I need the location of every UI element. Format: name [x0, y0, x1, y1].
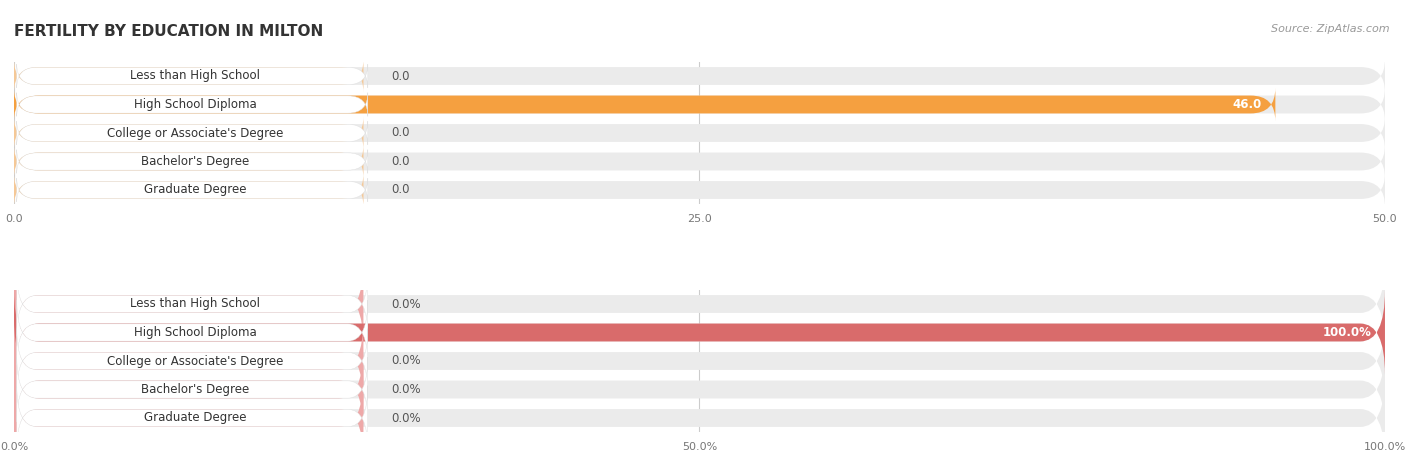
- Text: High School Diploma: High School Diploma: [134, 98, 256, 111]
- FancyBboxPatch shape: [14, 59, 364, 93]
- FancyBboxPatch shape: [14, 88, 1385, 121]
- Text: 100.0%: 100.0%: [1322, 326, 1371, 339]
- Text: Graduate Degree: Graduate Degree: [143, 183, 246, 197]
- Text: High School Diploma: High School Diploma: [134, 326, 256, 339]
- FancyBboxPatch shape: [17, 178, 368, 202]
- Text: Graduate Degree: Graduate Degree: [143, 411, 246, 425]
- FancyBboxPatch shape: [14, 173, 364, 207]
- FancyBboxPatch shape: [14, 319, 363, 403]
- Text: 0.0%: 0.0%: [391, 297, 420, 311]
- Text: 0.0: 0.0: [391, 126, 409, 140]
- Text: Source: ZipAtlas.com: Source: ZipAtlas.com: [1271, 24, 1389, 34]
- Text: 0.0: 0.0: [391, 69, 409, 83]
- FancyBboxPatch shape: [17, 386, 368, 450]
- Text: 0.0%: 0.0%: [391, 354, 420, 368]
- FancyBboxPatch shape: [14, 290, 1385, 375]
- Text: College or Associate's Degree: College or Associate's Degree: [107, 354, 283, 368]
- FancyBboxPatch shape: [17, 357, 368, 422]
- FancyBboxPatch shape: [14, 173, 1385, 207]
- Text: 0.0: 0.0: [391, 183, 409, 197]
- Text: 46.0: 46.0: [1232, 98, 1261, 111]
- FancyBboxPatch shape: [17, 93, 368, 116]
- FancyBboxPatch shape: [17, 64, 368, 88]
- Text: Less than High School: Less than High School: [129, 69, 260, 83]
- FancyBboxPatch shape: [14, 262, 363, 346]
- FancyBboxPatch shape: [14, 262, 1385, 346]
- FancyBboxPatch shape: [14, 347, 363, 432]
- Text: FERTILITY BY EDUCATION IN MILTON: FERTILITY BY EDUCATION IN MILTON: [14, 24, 323, 39]
- Text: 0.0: 0.0: [391, 155, 409, 168]
- FancyBboxPatch shape: [14, 376, 1385, 460]
- FancyBboxPatch shape: [14, 116, 1385, 150]
- FancyBboxPatch shape: [17, 329, 368, 393]
- FancyBboxPatch shape: [14, 290, 1385, 375]
- Text: 0.0%: 0.0%: [391, 411, 420, 425]
- Text: College or Associate's Degree: College or Associate's Degree: [107, 126, 283, 140]
- FancyBboxPatch shape: [17, 150, 368, 173]
- FancyBboxPatch shape: [17, 300, 368, 365]
- FancyBboxPatch shape: [17, 272, 368, 336]
- FancyBboxPatch shape: [17, 121, 368, 145]
- FancyBboxPatch shape: [14, 376, 363, 460]
- Text: 0.0%: 0.0%: [391, 383, 420, 396]
- FancyBboxPatch shape: [14, 319, 1385, 403]
- Text: Bachelor's Degree: Bachelor's Degree: [141, 383, 249, 396]
- FancyBboxPatch shape: [14, 145, 364, 178]
- FancyBboxPatch shape: [14, 145, 1385, 178]
- Text: Bachelor's Degree: Bachelor's Degree: [141, 155, 249, 168]
- FancyBboxPatch shape: [14, 347, 1385, 432]
- FancyBboxPatch shape: [14, 116, 364, 150]
- FancyBboxPatch shape: [14, 88, 1275, 121]
- Text: Less than High School: Less than High School: [129, 297, 260, 311]
- FancyBboxPatch shape: [14, 59, 1385, 93]
